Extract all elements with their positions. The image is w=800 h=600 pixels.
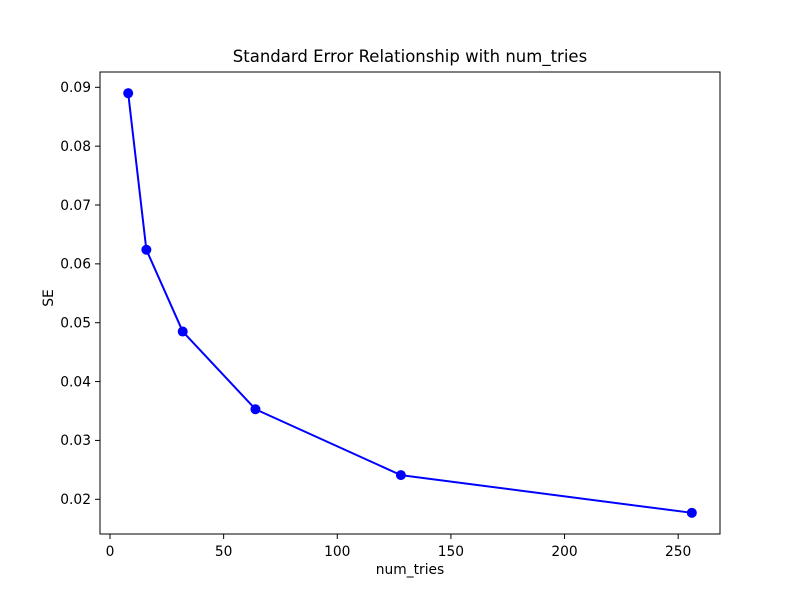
data-point <box>686 507 697 518</box>
data-point <box>123 88 134 99</box>
data-layer <box>123 88 697 518</box>
data-point <box>141 244 152 255</box>
plot-border <box>99 71 721 535</box>
x-tick-label: 150 <box>438 544 464 560</box>
y-tick-label: 0.08 <box>60 139 91 155</box>
x-axis-label: num_tries <box>376 562 444 578</box>
x-tick-label: 250 <box>665 544 691 560</box>
data-point <box>395 470 406 481</box>
x-tick-label: 50 <box>215 544 233 560</box>
axes-layer: 0 50 100 150 200 250 0.02 0.03 0.04 0.05 0.06 0.07 0… <box>60 71 721 560</box>
y-tick-label: 0.05 <box>60 316 91 332</box>
y-tick-label: 0.04 <box>60 374 91 390</box>
x-tick-label: 100 <box>324 544 350 560</box>
data-point <box>250 404 261 415</box>
y-tick-label: 0.06 <box>60 257 91 273</box>
y-tick-label: 0.03 <box>60 433 91 449</box>
y-axis-label: SE <box>41 289 57 306</box>
y-tick-label: 0.02 <box>60 492 91 508</box>
y-tick-label: 0.07 <box>60 198 91 214</box>
x-tick-label: 200 <box>551 544 577 560</box>
data-line <box>127 92 693 514</box>
y-tick-label: 0.09 <box>60 80 91 96</box>
x-tick-label: 0 <box>106 544 115 560</box>
data-point <box>177 326 188 337</box>
chart-title: Standard Error Relationship with num_tri… <box>233 47 587 67</box>
